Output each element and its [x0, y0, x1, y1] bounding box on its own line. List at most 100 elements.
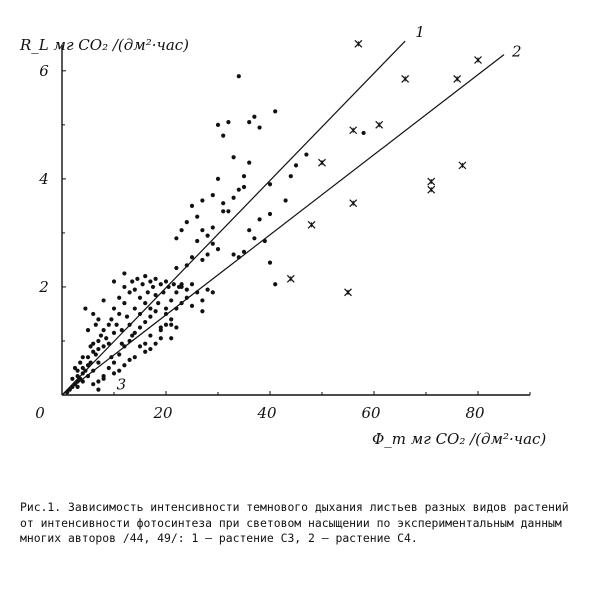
data-point: [169, 317, 174, 322]
data-point: [130, 279, 135, 284]
data-point: [91, 341, 96, 346]
data-point: [210, 192, 215, 198]
data-point: [174, 306, 179, 311]
data-point: [119, 328, 124, 333]
data-point: [85, 355, 91, 360]
data-point: [93, 322, 98, 327]
data-point-x: [349, 199, 358, 208]
data-point: [236, 255, 241, 260]
data-point: [153, 276, 158, 281]
data-point: [153, 309, 158, 314]
data-point: [104, 336, 109, 341]
data-point: [252, 114, 257, 119]
data-point: [132, 306, 137, 311]
data-point: [221, 201, 226, 206]
data-point: [111, 330, 117, 335]
data-point: [143, 349, 148, 354]
data-point: [273, 109, 278, 114]
data-point: [241, 174, 247, 179]
data-point: [241, 184, 247, 190]
data-point: [158, 282, 163, 287]
ticks: [61, 70, 531, 395]
data-point: [122, 344, 127, 349]
x-tick-label: 60: [361, 404, 381, 422]
data-point: [189, 303, 195, 308]
x-tick-label: 80: [465, 404, 485, 422]
data-point: [91, 368, 96, 373]
data-point: [179, 284, 184, 290]
data-point-x: [354, 39, 363, 48]
x-tick-label: 0: [35, 404, 45, 422]
data-point: [200, 309, 205, 314]
data-point: [221, 209, 226, 214]
data-point: [122, 301, 127, 306]
data-point: [236, 74, 241, 79]
data-point: [143, 274, 148, 279]
data-point: [226, 120, 231, 125]
data-point: [179, 301, 184, 306]
data-point: [70, 376, 75, 381]
data-point: [153, 341, 158, 346]
data-point: [114, 322, 119, 327]
data-point: [143, 301, 148, 306]
data-point: [88, 360, 93, 365]
data-point: [247, 120, 252, 125]
data-point: [117, 295, 122, 300]
data-point: [80, 365, 85, 371]
data-point: [215, 122, 221, 127]
data-point-x: [349, 126, 358, 135]
data-point: [231, 155, 236, 160]
data-point: [189, 282, 195, 287]
data-point: [166, 284, 171, 290]
data-point: [106, 322, 111, 327]
data-point: [80, 355, 85, 360]
data-point-x: [318, 158, 326, 167]
data-point: [132, 287, 137, 292]
data-point: [252, 236, 257, 241]
data-point: [137, 311, 143, 317]
data-point-x: [401, 74, 410, 83]
data-point: [247, 160, 252, 165]
data-point: [189, 203, 195, 208]
data-point: [101, 344, 106, 349]
data-point: [83, 368, 88, 373]
data-point: [80, 379, 85, 384]
data-point: [226, 209, 231, 214]
data-point: [231, 252, 236, 257]
data-point: [257, 217, 262, 222]
data-point: [111, 371, 117, 376]
data-point: [127, 290, 132, 295]
data-point: [75, 384, 80, 389]
data-point: [184, 219, 189, 225]
data-point-x: [375, 120, 384, 129]
data-point: [96, 317, 101, 322]
data-point: [145, 290, 150, 295]
data-point: [106, 365, 111, 371]
data-point: [111, 306, 117, 311]
data-point: [153, 292, 158, 298]
data-point: [200, 257, 205, 263]
data-point: [171, 282, 176, 287]
x-tick-label: 40: [256, 404, 277, 422]
data-point: [205, 252, 210, 257]
tick-labels: 0 20 40 60 80 2 4 6: [35, 62, 485, 422]
data-point: [75, 368, 80, 373]
data-point: [75, 373, 80, 379]
x-axis-label: Φ_m мг CO₂ /(дм²·час): [372, 430, 546, 448]
data-point: [210, 225, 215, 230]
axes: [61, 45, 530, 396]
data-point: [156, 301, 161, 306]
data-points: [65, 39, 482, 395]
data-point: [117, 352, 122, 357]
y-tick-label: 4: [38, 170, 49, 188]
data-point: [184, 295, 189, 300]
data-point: [83, 306, 88, 311]
data-point-x: [286, 274, 295, 283]
figure-caption: Рис.1. Зависимость интенсивности темново…: [20, 500, 569, 545]
data-point: [174, 325, 179, 330]
data-point: [179, 228, 184, 233]
y-tick-label: 6: [39, 62, 49, 80]
data-point: [273, 282, 278, 287]
data-point: [85, 363, 91, 368]
data-point: [80, 371, 85, 376]
